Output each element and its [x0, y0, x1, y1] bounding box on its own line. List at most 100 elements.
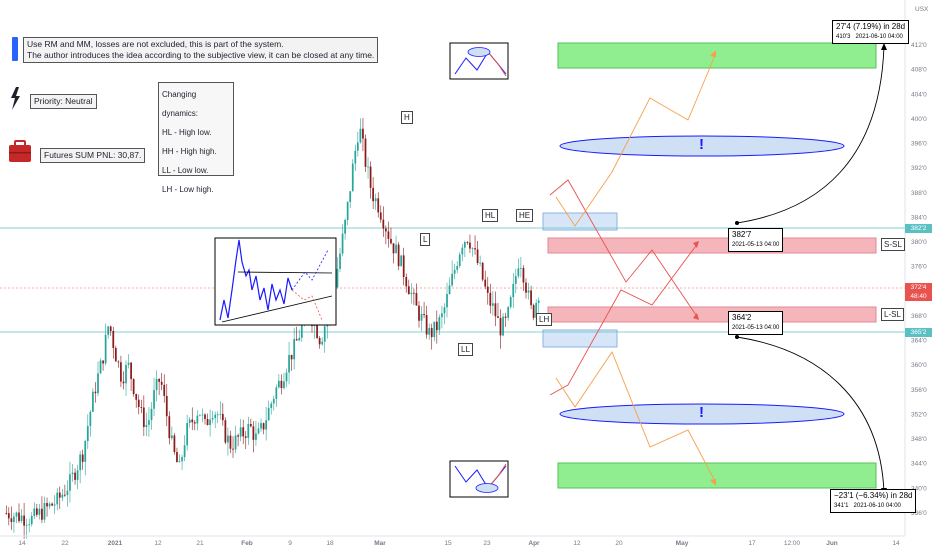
- x-tick-label: 9: [288, 540, 292, 547]
- dynamics-item-ll: LL - Low low.: [162, 166, 209, 175]
- candle-body: [242, 427, 245, 437]
- candle-body: [181, 457, 183, 462]
- candle-body: [418, 305, 420, 321]
- projection-orange-up: [555, 52, 717, 227]
- candle-body: [191, 419, 194, 423]
- candle-body: [265, 420, 268, 430]
- anchor-dot: [735, 221, 739, 225]
- candle-body: [507, 307, 510, 318]
- candle-body: [15, 512, 18, 517]
- candle-body: [469, 242, 471, 249]
- candle-body: [232, 448, 234, 450]
- x-tick-label: 12: [573, 540, 581, 547]
- candle-body: [520, 267, 522, 269]
- mini-pattern-icon-top: [449, 42, 509, 80]
- candle-body: [5, 513, 8, 514]
- candle-body: [351, 163, 354, 192]
- candle-body: [349, 191, 352, 203]
- candle-body: [502, 316, 504, 336]
- x-tick-label: 2021: [108, 540, 123, 547]
- main-note[interactable]: Use RM and MM, losses are not excluded, …: [23, 37, 379, 63]
- callout-bottom[interactable]: −23'1 (−6.34%) in 28d 341'1 2021-06-10 0…: [830, 489, 917, 513]
- tag-lsl: L-SL: [881, 308, 904, 321]
- x-tick-label: 12:00: [784, 540, 801, 547]
- dynamics-item-hl: HL - High low.: [162, 128, 212, 137]
- candle-body: [420, 314, 423, 321]
- y-tick-label: 408'0: [911, 67, 927, 74]
- candle-body: [458, 254, 461, 266]
- candle-body: [35, 508, 38, 515]
- candle-body: [341, 233, 344, 254]
- projection-red-down: [549, 179, 699, 319]
- candle-body: [479, 262, 482, 264]
- x-tick-label: 17: [748, 540, 756, 547]
- candle-body: [211, 418, 214, 420]
- x-tick-label: Jun: [826, 540, 838, 547]
- time-axis[interactable]: 14 22 2021 12 21 Feb 9 18 Mar 15 23 Apr 12 20 May 17 12:…: [0, 535, 905, 547]
- tag-l: L: [420, 233, 431, 246]
- candle-body: [517, 268, 520, 277]
- price-tag-timer: 48:40: [905, 292, 932, 301]
- y-tick-label: 344'0: [911, 461, 927, 468]
- candle-body: [402, 255, 405, 278]
- candle-body: [451, 273, 453, 286]
- candle-body: [23, 515, 25, 526]
- candle-body: [298, 337, 301, 341]
- candle-body: [387, 231, 390, 239]
- candle-body: [186, 422, 189, 446]
- callout-mid-bot[interactable]: 364'2 2021-05-13 04:00: [728, 311, 784, 335]
- candle-body: [168, 416, 171, 439]
- candle-body: [295, 339, 298, 341]
- candle-body: [135, 394, 138, 400]
- dynamics-item-hh: HH - High high.: [162, 147, 217, 156]
- callout-mid-top[interactable]: 382'7 2021-05-13 04:00: [728, 228, 784, 252]
- candle-body: [280, 380, 283, 389]
- x-tick-label: Mar: [374, 540, 386, 547]
- candle-body: [359, 128, 362, 143]
- callout-top-price: 410'3: [836, 34, 851, 40]
- candle-body: [288, 354, 290, 373]
- callout-top[interactable]: 27'4 (7.19%) in 28d 410'3 2021-06-10 04:…: [832, 20, 910, 44]
- blue-zone-lower: [542, 329, 618, 348]
- candle-body: [148, 420, 150, 425]
- tag-hl: HL: [482, 209, 499, 222]
- x-tick-label: May: [676, 540, 689, 547]
- candle-body: [374, 198, 377, 202]
- candle-body: [239, 427, 242, 437]
- currency-label: USX: [915, 6, 929, 13]
- ellipse-upper: [559, 135, 845, 157]
- inset-pattern-chart: [214, 237, 337, 326]
- candle-body: [155, 378, 158, 391]
- tag-he: HE: [516, 209, 534, 222]
- candle-body: [18, 512, 20, 521]
- callout-mid-top-val: 382'7: [732, 230, 752, 239]
- candle-body: [71, 472, 74, 475]
- y-tick-label: 368'0: [911, 313, 927, 320]
- callout-mid-bot-date: 2021-05-13 04:00: [732, 325, 780, 331]
- priority-note[interactable]: Priority: Neutral: [30, 94, 97, 109]
- y-tick-label: 412'0: [911, 42, 927, 49]
- callout-top-date: 2021-06-10 04:00: [855, 34, 903, 40]
- dynamics-legend[interactable]: Changing dynamics: HL - High low. HH - H…: [158, 82, 234, 194]
- candle-body: [367, 166, 369, 168]
- candle-body: [372, 187, 375, 202]
- note-flag-icon: [12, 37, 18, 61]
- candle-body: [390, 238, 392, 244]
- pnl-note[interactable]: Futures SUM PNL: 30,87.: [40, 148, 146, 163]
- candle-body: [522, 267, 525, 283]
- candle-body: [448, 285, 451, 295]
- projection-orange-down: [555, 351, 717, 484]
- candle-body: [384, 228, 387, 232]
- y-tick-label: 348'0: [911, 436, 927, 443]
- candle-body: [262, 423, 265, 430]
- candle-body: [283, 381, 285, 389]
- candle-body: [525, 282, 527, 293]
- price-axis[interactable]: 412'0 408'0 404'0 400'0 396'0 392'0 388'0 384'0…: [904, 0, 932, 550]
- candle-body: [362, 128, 364, 139]
- candle-body: [99, 360, 102, 374]
- candle-body: [272, 398, 275, 404]
- candle-body: [354, 150, 357, 164]
- candle-body: [79, 454, 82, 471]
- curve-upper: [736, 45, 885, 224]
